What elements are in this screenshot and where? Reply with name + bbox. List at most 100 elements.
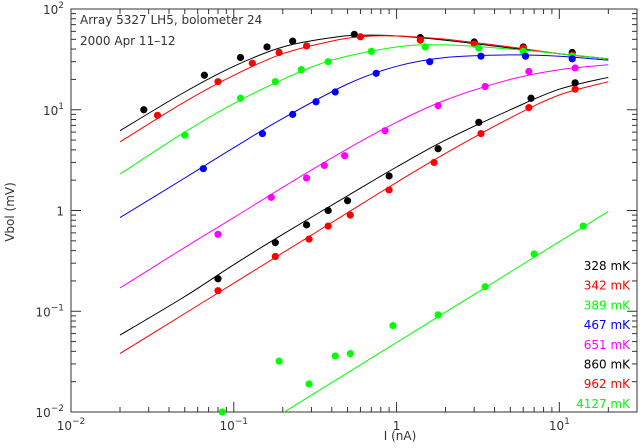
- data-point: [481, 82, 489, 91]
- data-point: [214, 78, 222, 86]
- legend-entry: 328 mK: [584, 259, 631, 273]
- data-point: [218, 408, 226, 416]
- data-point: [275, 48, 283, 57]
- data-point: [289, 37, 297, 45]
- data-point: [305, 380, 313, 388]
- legend-entry: 467 mK: [584, 318, 631, 332]
- data-point: [434, 145, 442, 153]
- data-point: [426, 58, 434, 66]
- data-point: [214, 230, 222, 238]
- data-point: [475, 118, 483, 126]
- series-group: [119, 30, 609, 132]
- x-tick-label: 1: [393, 419, 401, 433]
- data-point: [200, 71, 209, 79]
- data-point: [525, 67, 533, 76]
- chart-title-line-1: Array 5327 LH5, bolometer 24: [80, 13, 262, 27]
- data-point: [320, 161, 328, 170]
- data-point: [214, 275, 222, 283]
- data-point: [530, 250, 538, 258]
- legend-entry: 4127 mK: [576, 397, 631, 411]
- data-point: [289, 110, 297, 118]
- data-point: [477, 52, 485, 60]
- data-point: [302, 42, 311, 50]
- data-point: [248, 59, 256, 67]
- legend-entry: 342 mK: [584, 279, 631, 293]
- fit-curve: [282, 210, 609, 414]
- data-point: [343, 197, 352, 205]
- data-point: [350, 30, 358, 38]
- y-tick-label: 10−1: [35, 303, 64, 319]
- data-point: [571, 85, 579, 93]
- data-point: [367, 47, 375, 55]
- series-group: [119, 64, 609, 289]
- data-point: [275, 357, 283, 365]
- legend-entry: 389 mK: [584, 298, 631, 312]
- y-tick-label: 102: [43, 1, 64, 17]
- y-tick-label: 10−2: [35, 404, 64, 420]
- data-point: [312, 98, 320, 106]
- data-point: [331, 352, 339, 360]
- data-point: [153, 111, 162, 119]
- data-point: [525, 104, 533, 112]
- legend-entry: 651 mK: [584, 338, 631, 352]
- x-tick-label: 101: [549, 417, 570, 433]
- plot-frame: [70, 8, 638, 413]
- fit-curve: [119, 81, 609, 355]
- data-point: [341, 152, 349, 160]
- data-point: [475, 44, 483, 52]
- y-tick-label: 1: [56, 205, 64, 219]
- data-point: [421, 43, 429, 51]
- data-point: [521, 52, 530, 60]
- data-point: [271, 239, 279, 247]
- series-group: [119, 52, 609, 219]
- data-point: [356, 33, 365, 41]
- data-point: [236, 53, 245, 62]
- data-point: [381, 127, 389, 135]
- data-point: [199, 165, 207, 173]
- data-point: [434, 101, 442, 110]
- fit-curve: [119, 44, 609, 175]
- data-point: [571, 64, 579, 72]
- y-axis-label: Vbol (mV): [3, 182, 17, 242]
- data-point: [263, 43, 271, 51]
- data-point: [579, 222, 587, 230]
- data-point: [302, 221, 311, 229]
- data-point: [385, 186, 393, 194]
- series-group: [218, 210, 609, 416]
- fit-curve: [119, 54, 609, 219]
- series-group: [119, 76, 609, 336]
- data-point: [258, 129, 267, 138]
- x-tick-label: 10−1: [219, 417, 248, 433]
- x-axis-label: I (nA): [384, 429, 417, 443]
- legend-entry: 860 mK: [584, 358, 631, 372]
- series-layer: [119, 30, 609, 416]
- legend-entry: 962 mK: [584, 377, 631, 391]
- data-point: [271, 252, 279, 261]
- data-point: [389, 322, 397, 330]
- data-point: [416, 36, 424, 44]
- chart-title-line-2: 2000 Apr 11–12: [80, 34, 175, 48]
- data-point: [372, 69, 380, 77]
- x-tick-label: 10−2: [57, 417, 86, 433]
- data-point: [305, 235, 313, 243]
- fit-curve: [119, 64, 609, 289]
- data-point: [267, 193, 275, 201]
- data-point: [385, 172, 393, 180]
- y-tick-label: 101: [43, 102, 64, 118]
- data-point: [271, 78, 279, 86]
- data-point: [324, 58, 332, 66]
- data-point: [324, 206, 332, 215]
- data-point: [346, 211, 354, 219]
- data-point: [214, 287, 222, 295]
- data-point: [430, 158, 438, 167]
- data-point: [331, 88, 339, 96]
- data-point: [181, 131, 189, 139]
- data-point: [346, 349, 354, 358]
- data-point: [568, 55, 576, 63]
- data-point: [571, 79, 579, 87]
- series-group: [119, 81, 609, 355]
- data-point: [477, 129, 485, 138]
- data-point: [481, 283, 489, 291]
- axis-ticks: 10−2 10−1 1 101 10−2 10−1 1 101 102: [35, 1, 638, 433]
